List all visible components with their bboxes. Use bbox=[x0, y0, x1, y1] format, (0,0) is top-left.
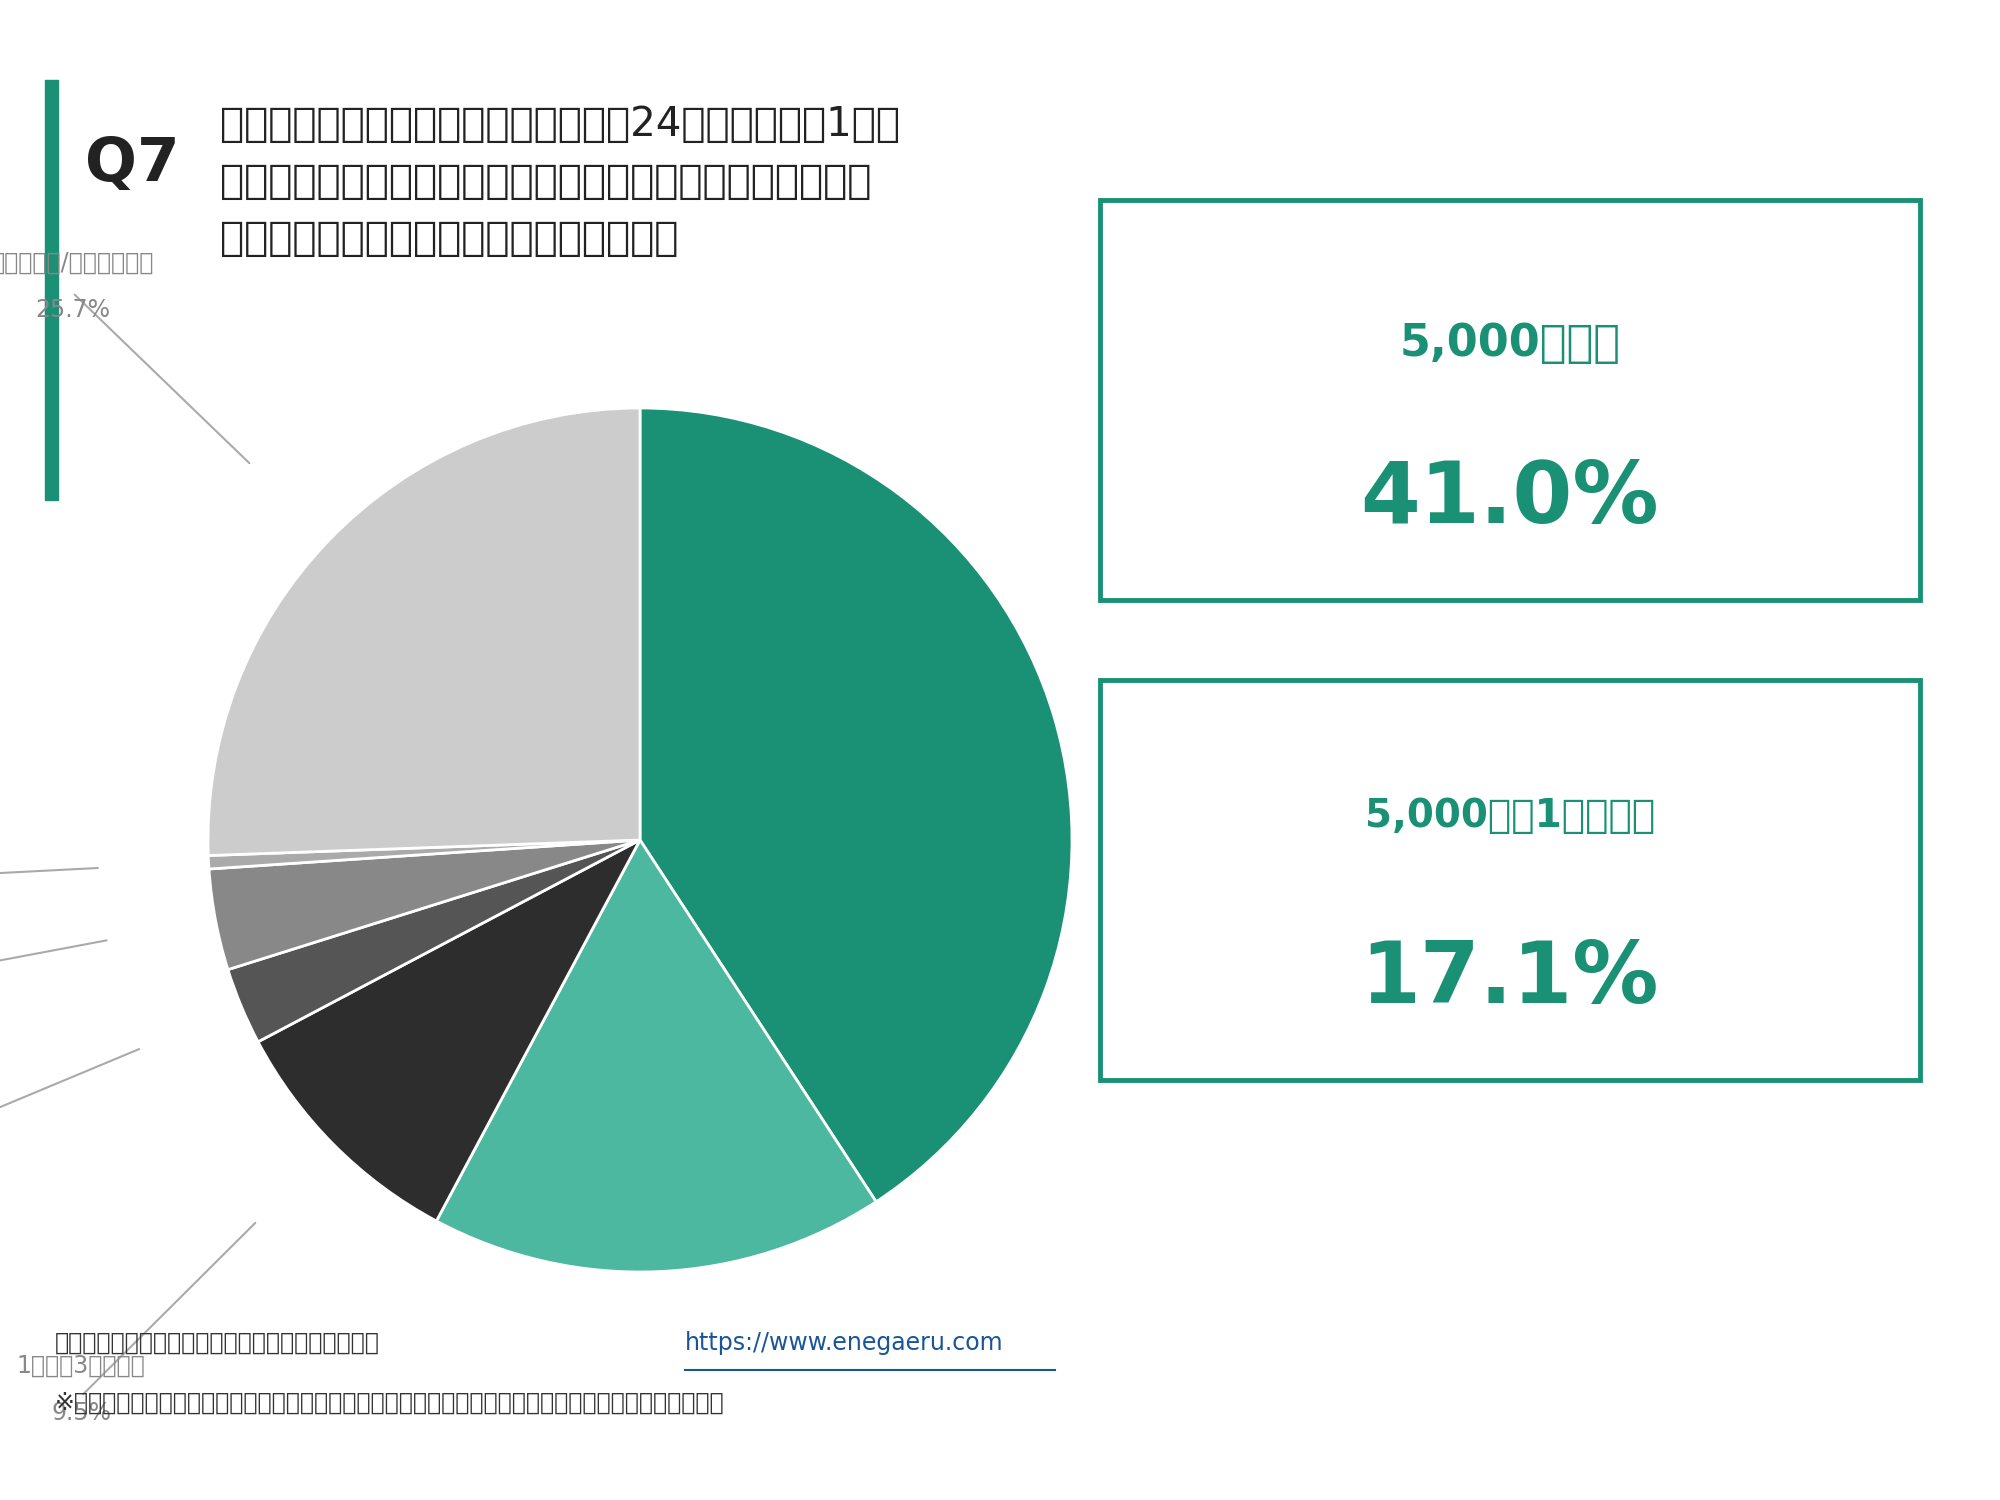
Text: 5,000円〜1万円未満: 5,000円〜1万円未満 bbox=[1364, 796, 1656, 836]
Text: Q7: Q7 bbox=[84, 135, 180, 194]
Text: 9.5%: 9.5% bbox=[52, 1401, 112, 1425]
Bar bbox=[44, 80, 58, 500]
FancyBboxPatch shape bbox=[1100, 680, 1920, 1080]
Wedge shape bbox=[228, 840, 640, 1042]
Text: あなたは、災害時に停電した際、仮に24時間前後（約1日）
一部家電の電気を使えるようになるとしたら、家庭での停電
回避対策として年間にいくら払えますか。: あなたは、災害時に停電した際、仮に24時間前後（約1日） 一部家電の電気を使える… bbox=[220, 105, 900, 260]
Wedge shape bbox=[258, 840, 640, 1221]
Wedge shape bbox=[208, 840, 640, 969]
Wedge shape bbox=[208, 408, 640, 855]
Text: 41.0%: 41.0% bbox=[1360, 459, 1660, 542]
Wedge shape bbox=[640, 408, 1072, 1202]
FancyBboxPatch shape bbox=[1100, 200, 1920, 600]
Text: 5,000円未満: 5,000円未満 bbox=[1400, 322, 1620, 366]
Wedge shape bbox=[208, 840, 640, 868]
Text: https://www.enegaeru.com: https://www.enegaeru.com bbox=[684, 1330, 1004, 1354]
Text: 25.7%: 25.7% bbox=[36, 297, 110, 321]
Text: わからない/答えられない: わからない/答えられない bbox=[0, 251, 154, 274]
Text: ※データやグラフにつきましては、出典先・リンクを明記いただき、ご自由に社内外でご活用ください。: ※データやグラフにつきましては、出典先・リンクを明記いただき、ご自由に社内外でご… bbox=[56, 1390, 724, 1414]
Text: エネがえる運営事務局調べ（国際航業株式会社）: エネがえる運営事務局調べ（国際航業株式会社） bbox=[56, 1330, 380, 1354]
Wedge shape bbox=[436, 840, 876, 1272]
Text: 17.1%: 17.1% bbox=[1360, 939, 1660, 1022]
Text: 1万円〜3万円未満: 1万円〜3万円未満 bbox=[16, 1354, 146, 1378]
Text: （n＝105）: （n＝105） bbox=[1430, 345, 1550, 374]
